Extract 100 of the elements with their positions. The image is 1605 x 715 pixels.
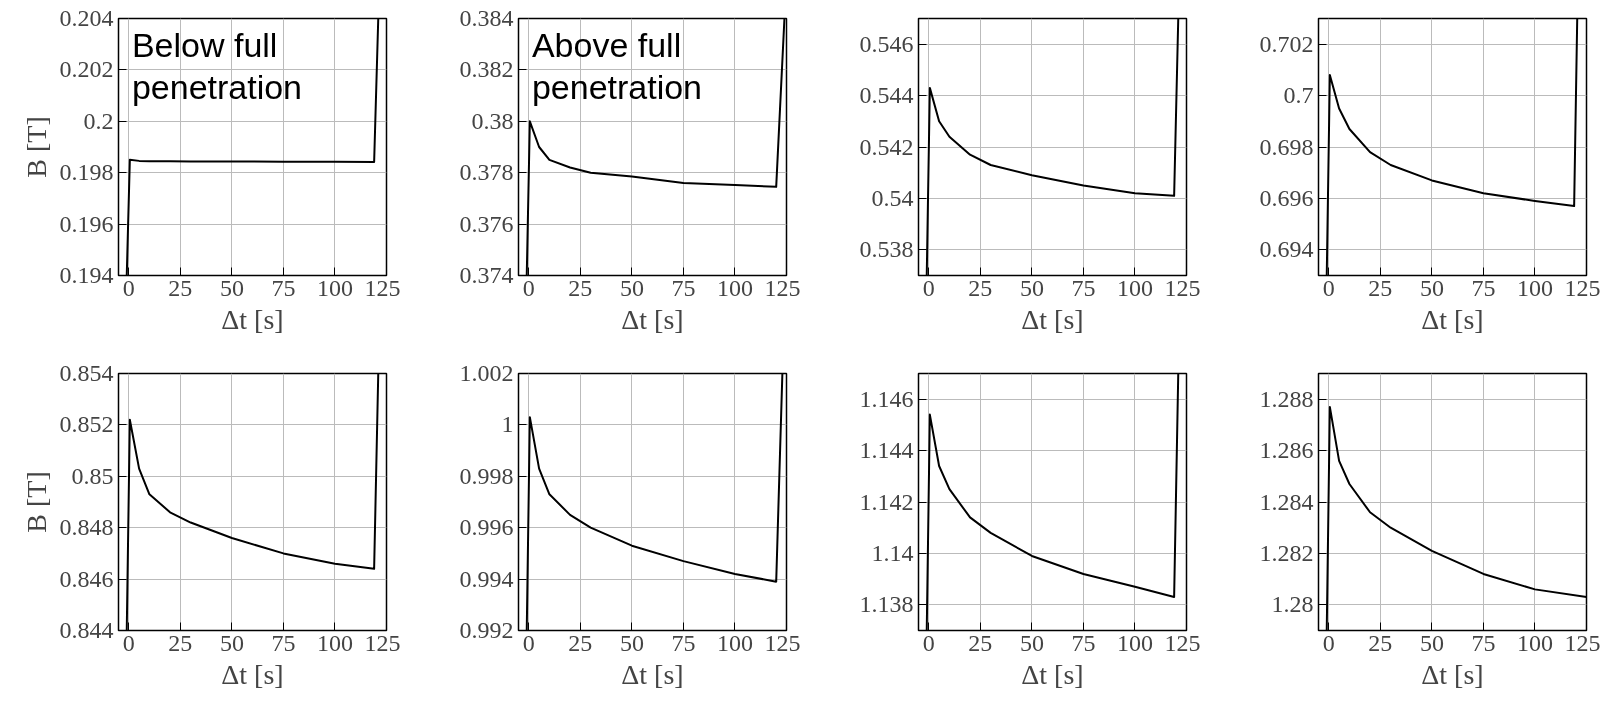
x-tick-label: 0 xyxy=(922,274,935,301)
x-tick-label: 25 xyxy=(1368,629,1393,656)
x-tick-label: 75 xyxy=(1471,274,1496,301)
x-tick-label: 25 xyxy=(1368,274,1393,301)
y-tick-label: 0.848 xyxy=(59,514,114,541)
x-tick-label: 125 xyxy=(364,274,401,301)
y-tick-label: 1.288 xyxy=(1259,385,1314,412)
x-axis-title: Δt [s] xyxy=(1021,658,1084,690)
x-tick-label: 25 xyxy=(568,629,593,656)
x-axis-title: Δt [s] xyxy=(1421,303,1484,335)
y-tick-label: 0.544 xyxy=(859,82,914,109)
x-tick-label: 100 xyxy=(716,274,753,301)
y-axis-title: B [T] xyxy=(20,471,52,533)
x-tick-label: 0 xyxy=(1322,629,1335,656)
x-tick-label: 25 xyxy=(568,274,593,301)
x-tick-label: 75 xyxy=(1471,629,1496,656)
x-tick-label: 50 xyxy=(1019,629,1044,656)
x-tick-label: 50 xyxy=(1019,274,1044,301)
x-axis-title: Δt [s] xyxy=(1421,658,1484,690)
y-tick-label: 0.374 xyxy=(459,262,514,288)
x-tick-label: 50 xyxy=(1419,629,1444,656)
y-tick-label: 0.38 xyxy=(471,107,514,134)
x-axis-title: Δt [s] xyxy=(621,658,684,690)
x-tick-label: 100 xyxy=(1516,629,1553,656)
y-tick-label: 0.994 xyxy=(459,565,514,592)
y-tick-label: 0.2 xyxy=(83,107,114,134)
y-tick-label: 1.282 xyxy=(1259,539,1314,566)
x-tick-label: 125 xyxy=(764,629,801,656)
x-tick-label: 75 xyxy=(671,629,696,656)
x-tick-label: 100 xyxy=(1116,274,1153,301)
y-tick-label: 1.14 xyxy=(871,539,914,566)
y-tick-label: 0.7 xyxy=(1283,82,1314,109)
y-tick-label: 0.194 xyxy=(59,262,114,288)
x-tick-label: 50 xyxy=(1419,274,1444,301)
y-tick-label: 0.378 xyxy=(459,159,514,186)
y-tick-label: 0.854 xyxy=(59,360,114,386)
y-tick-label: 0.196 xyxy=(59,210,114,237)
x-tick-label: 100 xyxy=(1516,274,1553,301)
y-tick-label: 0.996 xyxy=(459,514,514,541)
y-tick-label: 0.546 xyxy=(859,30,914,57)
x-tick-label: 0 xyxy=(122,629,135,656)
annotation: Above full penetration xyxy=(531,26,703,107)
y-tick-label: 0.376 xyxy=(459,210,514,237)
y-tick-label: 1 xyxy=(501,411,514,438)
x-axis-title: Δt [s] xyxy=(221,658,284,690)
x-tick-label: 125 xyxy=(764,274,801,301)
y-tick-label: 0.202 xyxy=(59,56,114,83)
x-tick-label: 0 xyxy=(122,274,135,301)
y-tick-label: 1.286 xyxy=(1259,437,1314,464)
x-tick-label: 100 xyxy=(316,629,353,656)
y-tick-label: 1.144 xyxy=(859,437,914,464)
y-tick-label: 0.998 xyxy=(459,462,514,489)
x-tick-label: 0 xyxy=(522,274,535,301)
x-axis-title: Δt [s] xyxy=(621,303,684,335)
x-axis-title: Δt [s] xyxy=(1021,303,1084,335)
x-tick-label: 25 xyxy=(168,629,193,656)
y-tick-label: 0.702 xyxy=(1259,30,1314,57)
y-tick-label: 0.204 xyxy=(59,5,114,31)
x-tick-label: 50 xyxy=(619,274,644,301)
y-tick-label: 0.382 xyxy=(459,56,514,83)
y-tick-label: 0.384 xyxy=(459,5,514,31)
x-tick-label: 75 xyxy=(1071,629,1096,656)
x-tick-label: 0 xyxy=(1322,274,1335,301)
y-tick-label: 0.844 xyxy=(59,617,114,643)
x-tick-label: 25 xyxy=(968,629,993,656)
x-tick-label: 0 xyxy=(922,629,935,656)
x-tick-label: 125 xyxy=(1564,274,1601,301)
y-tick-label: 0.698 xyxy=(1259,133,1314,160)
x-tick-label: 75 xyxy=(271,629,296,656)
x-tick-label: 50 xyxy=(619,629,644,656)
y-axis-title: B [T] xyxy=(20,116,52,178)
y-tick-label: 0.846 xyxy=(59,565,114,592)
x-tick-label: 75 xyxy=(671,274,696,301)
x-tick-label: 100 xyxy=(1116,629,1153,656)
x-tick-label: 125 xyxy=(1164,274,1201,301)
y-tick-label: 0.696 xyxy=(1259,184,1314,211)
x-tick-label: 75 xyxy=(271,274,296,301)
y-tick-label: 1.146 xyxy=(859,385,914,412)
y-tick-label: 0.992 xyxy=(459,617,514,643)
x-tick-label: 125 xyxy=(1164,629,1201,656)
annotation: Below full penetration xyxy=(131,26,303,107)
y-tick-label: 0.54 xyxy=(871,184,914,211)
x-axis-title: Δt [s] xyxy=(221,303,284,335)
y-tick-label: 1.002 xyxy=(459,360,514,386)
x-tick-label: 75 xyxy=(1071,274,1096,301)
y-tick-label: 0.694 xyxy=(1259,236,1314,263)
y-tick-label: 1.142 xyxy=(859,488,914,515)
x-tick-label: 125 xyxy=(364,629,401,656)
y-tick-label: 1.284 xyxy=(1259,488,1314,515)
y-tick-label: 0.85 xyxy=(71,462,114,489)
y-tick-label: 0.542 xyxy=(859,133,914,160)
x-tick-label: 100 xyxy=(316,274,353,301)
x-tick-label: 25 xyxy=(168,274,193,301)
y-tick-label: 1.138 xyxy=(859,591,914,618)
x-tick-label: 125 xyxy=(1564,629,1601,656)
x-tick-label: 50 xyxy=(219,274,244,301)
x-tick-label: 25 xyxy=(968,274,993,301)
y-tick-label: 0.852 xyxy=(59,411,114,438)
y-tick-label: 0.198 xyxy=(59,159,114,186)
x-tick-label: 50 xyxy=(219,629,244,656)
